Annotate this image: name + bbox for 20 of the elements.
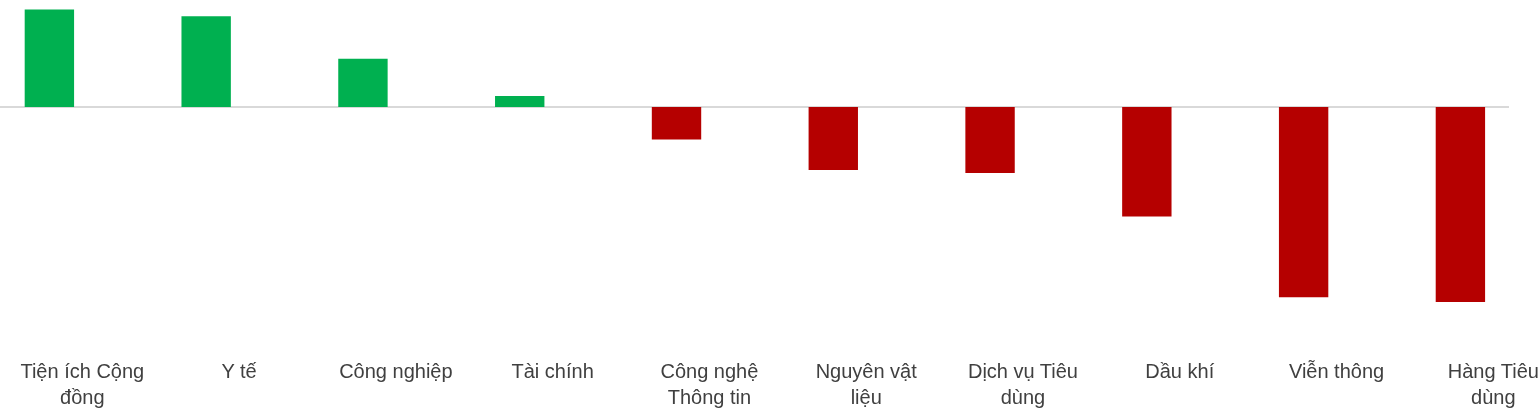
x-tick-label: Y tế (221, 360, 257, 382)
x-tick-label: Nguyên vật liệu (815, 360, 918, 408)
x-tick-label: Công nghiệp (339, 360, 453, 382)
bar (1278, 106, 1329, 298)
x-tick-label: Tiện ích Cộng đồng (20, 360, 145, 408)
x-tick-label: Dầu khí (1145, 360, 1215, 382)
bar (1122, 106, 1172, 217)
bar (1435, 106, 1486, 303)
bar (24, 9, 75, 107)
x-tick-label: Tài chính (511, 360, 594, 382)
bar (808, 106, 858, 170)
bar (965, 106, 1015, 173)
bar (338, 58, 388, 107)
x-tick-label: Dịch vụ Tiêu dùng (967, 360, 1079, 408)
x-tick-label: Hàng Tiêu dùng (1447, 360, 1539, 408)
x-tick-label: Công nghệ Thông tin (660, 360, 759, 408)
bar (651, 106, 702, 140)
x-tick-label: Viễn thông (1288, 360, 1385, 382)
bar (495, 96, 545, 107)
bar (181, 16, 231, 107)
